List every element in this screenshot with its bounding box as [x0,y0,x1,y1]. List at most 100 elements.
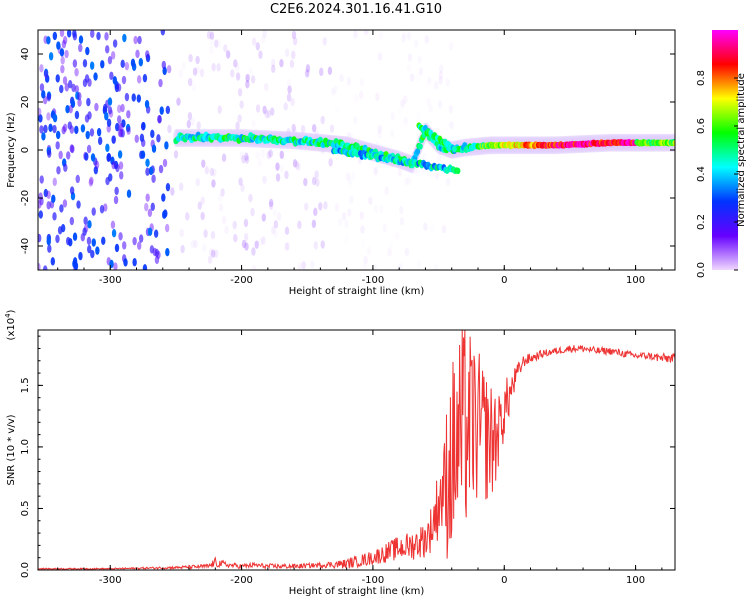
noise-cell [97,136,103,146]
noise-cell [211,62,216,72]
noise-cell [181,61,186,70]
noise-cell [191,83,197,92]
noise-cell [55,141,60,150]
noise-cell [148,166,154,176]
noise-cell [284,242,289,251]
noise-cell [261,213,266,222]
spectrogram-cells [38,30,675,270]
noise-cell [347,179,352,188]
noise-cell [285,48,290,57]
spectrogram-y-tick-label: 20 [20,96,31,109]
colorbar-tick-label: 0.0 [696,262,707,278]
noise-cell [441,225,447,234]
noise-cell [284,226,290,235]
noise-cell [145,50,150,59]
snr-x-tick-label: -300 [99,575,122,586]
noise-cell [93,165,99,175]
noise-cell [84,74,90,83]
noise-cell [347,208,352,217]
noise-cell [230,69,235,78]
snr-y-multiplier-exponent: 4 [4,313,12,318]
spectrogram-x-tick-label: -100 [362,275,385,286]
noise-cell [333,84,339,94]
noise-cell [379,204,384,214]
noise-cell [136,75,142,84]
noise-cell [56,166,61,175]
noise-cell [185,212,190,221]
noise-cell [445,78,450,87]
ridge-cell [414,148,421,155]
noise-cell [377,125,382,134]
noise-cell [268,149,273,158]
spectrogram-x-tick-label: -200 [230,275,253,286]
spectrogram-x-tick-label: -300 [99,275,122,286]
noise-cell [291,123,296,133]
noise-cell [271,226,276,235]
noise-cell [240,183,245,192]
colorbar [712,30,738,270]
noise-cell [283,102,288,111]
noise-cell [213,249,219,258]
noise-cell [195,178,200,187]
snr-x-axis-label: Height of straight line (km) [289,586,425,597]
noise-cell [200,211,205,221]
noise-cell [434,171,440,180]
noise-cell [422,152,427,161]
noise-cell [140,150,146,159]
noise-cell [300,124,306,134]
noise-cell [344,234,349,244]
noise-cell [275,173,281,182]
noise-cell [83,216,88,225]
noise-cell [373,262,379,270]
noise-cell [190,117,195,126]
noise-cell [423,222,428,231]
noise-cell [151,144,157,153]
ridge-cell [417,143,423,150]
noise-cell [43,265,48,270]
noise-cell [85,130,90,140]
noise-cell [46,112,51,121]
noise-cell [50,257,56,266]
noise-cell [262,175,267,184]
noise-cell [113,262,118,270]
noise-cell [55,74,60,83]
noise-cell [373,205,378,214]
noise-cell [360,225,365,234]
noise-cell [62,199,68,208]
noise-cell [64,83,69,92]
noise-cell [112,76,118,85]
noise-cell [237,88,243,97]
noise-cell [363,30,368,36]
noise-cell [438,71,444,80]
noise-cell [344,220,349,229]
noise-cell [52,124,57,134]
noise-cell [162,158,168,168]
noise-cell [114,186,119,196]
noise-cell [271,64,276,73]
noise-cell [310,260,315,269]
noise-cell [286,93,292,102]
noise-cell [406,32,411,41]
noise-cell [348,175,353,185]
noise-cell [157,114,162,124]
noise-cell [39,64,44,73]
noise-cell [125,123,131,133]
noise-cell [170,187,175,196]
noise-cell [82,59,88,68]
noise-cell [139,133,145,143]
noise-cell [209,167,214,177]
noise-cell [346,77,352,86]
noise-cell [216,63,221,72]
noise-cell [122,241,127,250]
noise-cell [147,227,153,236]
noise-cell [251,264,257,270]
noise-cell [437,100,443,109]
noise-cell [62,123,68,132]
noise-cell [320,115,325,125]
noise-cell [286,78,292,88]
noise-cell [275,162,280,171]
noise-cell [233,59,238,68]
noise-cell [328,158,333,167]
noise-cell [72,59,78,68]
noise-cell [304,202,309,211]
